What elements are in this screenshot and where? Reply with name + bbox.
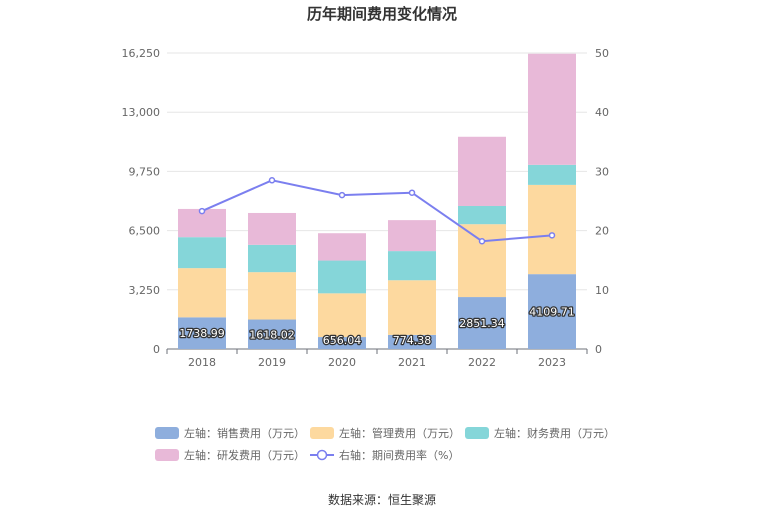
- legend: 左轴：销售费用（万元） 左轴：管理费用（万元） 左轴：财务费用（万元） 左轴：研发费用…: [155, 426, 615, 462]
- legend-swatch: [465, 427, 489, 439]
- bar-segment: [248, 272, 296, 320]
- line-series-group: [198, 177, 556, 245]
- chart-title: 历年期间费用变化情况: [307, 5, 457, 23]
- bar-segment: [248, 319, 296, 349]
- bar-segment: [248, 212, 296, 245]
- data-label: 1618.02: [249, 328, 295, 341]
- bar-segment: [528, 274, 576, 349]
- left-axis-tick-label: 16,250: [122, 47, 161, 60]
- bar-segment: [528, 164, 576, 185]
- legend-line-marker: [316, 449, 328, 461]
- bar-series-group: [178, 53, 576, 349]
- line-series: [201, 179, 553, 243]
- right-axis-tick-label: 50: [595, 47, 609, 60]
- source-text: 数据来源：恒生聚源: [328, 492, 436, 507]
- legend-label: 左轴：研发费用（万元）: [184, 448, 305, 462]
- legend-swatch: [310, 427, 334, 439]
- legend-item: 左轴：管理费用（万元）: [310, 426, 460, 440]
- left-axis-tick-label: 0: [153, 343, 160, 356]
- bar-segment: [178, 237, 226, 269]
- right-axis-tick-label: 30: [595, 165, 609, 178]
- data-label-group: 1738.99 1618.02 656.04 774.38 2851.34 4109.71: [178, 304, 576, 348]
- legend-item: 左轴：销售费用（万元）: [155, 426, 305, 440]
- bar-segment: [318, 337, 366, 349]
- legend-item: 左轴：研发费用（万元）: [155, 448, 305, 462]
- line-point: [548, 232, 556, 239]
- right-axis-ticks: 0 10 20 30 40 50: [595, 47, 609, 356]
- line-point: [338, 191, 346, 199]
- legend-swatch: [155, 427, 179, 439]
- data-label: 2851.34: [459, 317, 505, 330]
- bar-segment: [248, 244, 296, 273]
- bar-segment: [178, 268, 226, 318]
- bar-segment: [318, 233, 366, 261]
- bar-segment: [458, 205, 506, 225]
- left-axis-tick-label: 9,750: [129, 165, 161, 178]
- bar-segment: [388, 280, 436, 335]
- bar-segment: [458, 297, 506, 349]
- left-axis-ticks: 0 3,250 6,500 9,750 13,000 16,250: [122, 47, 161, 356]
- legend-label: 左轴：管理费用（万元）: [339, 426, 460, 440]
- data-label: 4109.71: [529, 306, 575, 319]
- legend-label: 左轴：财务费用（万元）: [494, 426, 615, 440]
- bar-segment: [458, 224, 506, 298]
- line-point: [408, 189, 416, 196]
- x-axis-tick-label: 2018: [188, 356, 216, 369]
- x-axis-tick-label: 2019: [258, 356, 286, 369]
- left-axis-tick-label: 6,500: [129, 225, 161, 238]
- bar-segment: [528, 184, 576, 275]
- data-label: 656.04: [323, 334, 362, 347]
- left-axis-tick-label: 13,000: [122, 106, 161, 119]
- x-axis-tick-label: 2022: [468, 356, 496, 369]
- right-axis-tick-label: 40: [595, 106, 609, 119]
- x-axis-tick-label: 2020: [328, 356, 356, 369]
- legend-swatch: [155, 449, 179, 461]
- legend-item: 右轴：期间费用率（%）: [310, 448, 459, 462]
- x-axis-ticks: 2018 2019 2020 2021 2022 2023: [166, 349, 588, 369]
- bar-segment: [318, 260, 366, 294]
- right-axis-tick-label: 0: [595, 343, 602, 356]
- bar-segment: [458, 136, 506, 206]
- line-point: [198, 207, 206, 215]
- bar-segment: [388, 251, 436, 281]
- x-axis-tick-label: 2021: [398, 356, 426, 369]
- bar-segment: [178, 317, 226, 349]
- right-axis-tick-label: 20: [595, 225, 609, 238]
- bar-segment: [318, 293, 366, 338]
- line-point: [268, 177, 276, 184]
- data-label: 1738.99: [179, 327, 225, 340]
- bar-segment: [528, 53, 576, 165]
- legend-label: 左轴：销售费用（万元）: [184, 426, 305, 440]
- bar-segment: [388, 220, 436, 252]
- line-point: [478, 238, 486, 245]
- legend-item: 左轴：财务费用（万元）: [465, 426, 615, 440]
- legend-label: 右轴：期间费用率（%）: [339, 448, 459, 462]
- left-axis-tick-label: 3,250: [129, 284, 161, 297]
- data-label: 774.38: [393, 334, 432, 347]
- bar-segment: [388, 334, 436, 349]
- right-axis-tick-label: 10: [595, 284, 609, 297]
- x-axis-tick-label: 2023: [538, 356, 566, 369]
- gridlines: [167, 52, 587, 350]
